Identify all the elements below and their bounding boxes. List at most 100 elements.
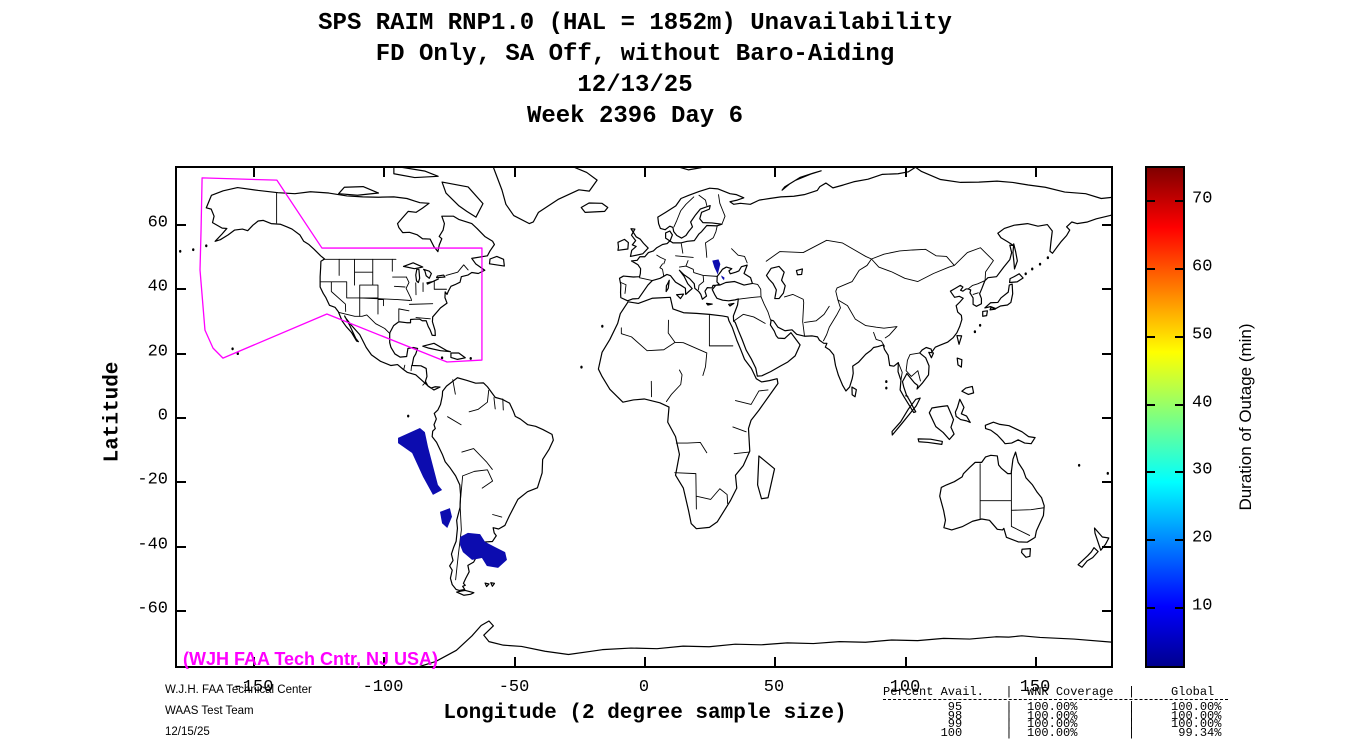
map-plot-area <box>175 166 1113 668</box>
outage-region-chile-coast <box>439 508 452 529</box>
tech-center-credit: (WJH FAA Tech Cntr, NJ USA) <box>183 649 439 669</box>
y-tick-mark <box>177 546 186 548</box>
coastlines <box>179 166 1113 668</box>
colorbar-tick <box>1147 336 1155 338</box>
coast-hainan <box>929 352 934 357</box>
colorbar-tick-label: 40 <box>1192 393 1213 413</box>
coast-madagascar <box>758 456 775 499</box>
border-middle-east <box>734 283 830 335</box>
y-tick-mark-right <box>1102 224 1111 226</box>
lake-ontario <box>437 275 445 278</box>
coast-iceland <box>581 203 608 212</box>
coast-sicily <box>677 294 684 299</box>
x-tick-mark-top <box>1035 168 1037 177</box>
coast-sakhalin <box>1013 244 1017 269</box>
outage-region-argentina-uruguay <box>460 532 507 568</box>
coast-newfoundland <box>489 256 504 266</box>
x-tick-label: -100 <box>362 678 404 697</box>
outage-region-black-sea <box>712 259 725 281</box>
footer-date: 12/15/25 <box>165 726 210 738</box>
title-line-3: 12/13/25 <box>577 72 693 99</box>
coverage-table-row: 98 | 100.00% | 100.00% <box>883 708 1222 723</box>
colorbar-tick <box>1147 404 1155 406</box>
colorbar-tick <box>1147 471 1155 473</box>
border-mexico-centralamerica <box>339 312 426 385</box>
coast-new-guinea <box>985 422 1035 444</box>
coast-hispaniola <box>451 353 465 359</box>
coast-tasmania <box>1022 549 1031 558</box>
colorbar-tick <box>1147 607 1155 609</box>
aral-sea <box>796 269 802 275</box>
lake-michigan <box>416 269 420 282</box>
x-tick-label: -150 <box>232 678 274 697</box>
colorbar-tick-label: 70 <box>1192 189 1213 209</box>
y-tick-mark <box>177 353 186 355</box>
coast-sulawesi <box>955 399 970 422</box>
y-tick-label: 0 <box>157 406 168 426</box>
x-tick-mark-top <box>644 168 646 177</box>
coast-novaya-zemlya <box>782 171 821 190</box>
lake-superior <box>404 263 423 269</box>
y-tick-label: 60 <box>147 213 168 233</box>
y-tick-label: -20 <box>137 470 168 490</box>
colorbar-tick-right <box>1175 471 1183 473</box>
y-tick-mark-right <box>1102 353 1111 355</box>
y-tick-mark <box>177 610 186 612</box>
coast-crete-cyprus <box>707 303 734 306</box>
coast-tierra-del-fuego <box>457 590 474 595</box>
colorbar-tick-right <box>1175 268 1183 270</box>
colorbar-tick-label: 20 <box>1192 528 1213 548</box>
x-tick-label: 150 <box>1019 678 1051 697</box>
title-line-1: SPS RAIM RNP1.0 (HAL = 1852m) Unavailabi… <box>318 10 952 37</box>
x-tick-mark <box>644 657 646 666</box>
colorbar-tick <box>1147 539 1155 541</box>
x-tick-mark-top <box>905 168 907 177</box>
coast-svalbard <box>675 166 701 170</box>
coast-hokkaido <box>1010 274 1024 283</box>
y-tick-label: 20 <box>147 342 168 362</box>
x-axis-label: Longitude (2 degree sample size) <box>443 702 847 725</box>
x-tick-mark-top <box>253 168 255 177</box>
colorbar <box>1145 166 1185 668</box>
coast-australia <box>940 452 1044 542</box>
x-tick-label: 100 <box>889 678 921 697</box>
coast-borneo <box>929 406 954 440</box>
x-tick-mark <box>1035 657 1037 666</box>
colorbar-tick-right <box>1175 200 1183 202</box>
coverage-table-row: 95 | 100.00% | 100.00% <box>883 700 1222 714</box>
coast-corsica-sardinia <box>666 280 669 291</box>
border-central-asia <box>766 240 871 300</box>
waas-service-boundary <box>200 178 482 362</box>
coverage-table: Percent Avail. | WNR Coverage | Global 9… <box>883 686 1228 738</box>
outage-regions <box>398 259 725 568</box>
coast-luzon <box>957 358 962 367</box>
coast-taiwan <box>957 336 962 345</box>
coast-north-america <box>206 188 494 390</box>
border-australia-states <box>980 464 1044 536</box>
title-line-2: FD Only, SA Off, without Baro-Aiding <box>375 41 895 68</box>
coast-java <box>918 439 942 444</box>
y-tick-mark-right <box>1102 288 1111 290</box>
y-tick-mark-right <box>1102 546 1111 548</box>
coast-nz-south <box>1078 548 1098 568</box>
border-mongolia-china <box>871 248 993 295</box>
island-dots <box>179 244 1109 475</box>
x-tick-mark <box>253 657 255 666</box>
title-line-4: Week 2396 Day 6 <box>526 103 744 130</box>
coast-mindanao <box>962 386 974 394</box>
colorbar-tick-label: 10 <box>1192 596 1213 616</box>
coast-eurasia <box>620 167 1113 412</box>
y-tick-mark <box>177 481 186 483</box>
x-tick-mark <box>774 657 776 666</box>
x-tick-label: -50 <box>498 678 530 697</box>
footer-org: W.J.H. FAA Technical Center <box>165 684 312 696</box>
y-tick-mark-right <box>1102 481 1111 483</box>
coast-south-america <box>432 378 553 591</box>
coast-kyushu-shikoku <box>983 307 996 316</box>
colorbar-tick-label: 60 <box>1192 257 1213 277</box>
colorbar-tick <box>1147 268 1155 270</box>
border-south-asia <box>824 300 897 346</box>
colorbar-tick-right <box>1175 539 1183 541</box>
country-borders <box>277 193 1044 580</box>
border-europe <box>621 195 747 294</box>
